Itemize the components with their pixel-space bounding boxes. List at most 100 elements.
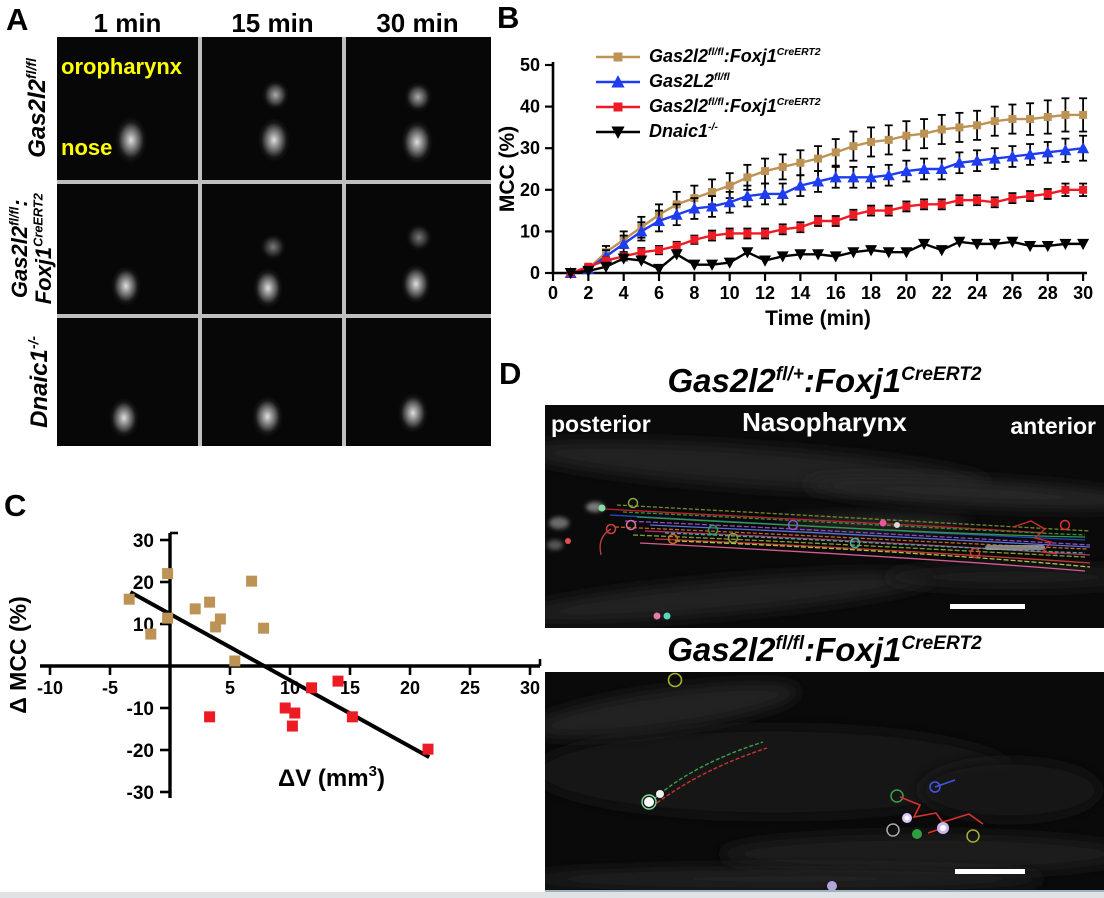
tracer-blob: [252, 396, 283, 437]
svg-text:25: 25: [460, 678, 480, 698]
tracer-blob: [262, 80, 289, 110]
legend-item-0: Gas2l2fl/fl:Foxj1CreERT2: [596, 44, 821, 69]
svg-text:-10: -10: [127, 699, 154, 720]
svg-text:20: 20: [133, 573, 154, 594]
svg-text:5: 5: [225, 678, 235, 698]
panel-d-title-mutant: Gas2l2fl/fl:Foxj1CreERT2: [667, 631, 982, 668]
legend-marker-square-icon: [596, 52, 640, 61]
tracer-blob: [404, 82, 432, 112]
legend-item-3: Dnaic1-/-: [596, 119, 821, 144]
svg-text:50: 50: [520, 55, 540, 75]
tracer-blob: [258, 118, 290, 162]
svg-text:4: 4: [619, 283, 629, 303]
scintigraphy-image-gas2l2foxj1-1min: [57, 184, 198, 314]
panel-d-letter: D: [499, 356, 522, 391]
scatter-series-0: [123, 568, 270, 667]
svg-text:10: 10: [133, 615, 154, 636]
legend-label: Gas2l2fl/fl:Foxj1CreERT2: [649, 46, 821, 66]
svg-text:-30: -30: [127, 783, 154, 804]
panel-a-header-15min: 15 min: [231, 8, 314, 38]
panel-a-row-label-gas2l2-foxj1: Gas2l2fl/fl: Foxj1CreERT2: [6, 193, 56, 305]
legend-label: Gas2L2fl/fl: [649, 71, 730, 91]
svg-text:30: 30: [133, 531, 154, 552]
scintigraphy-image-dnaic1-15min: [202, 318, 342, 446]
svg-text:10: 10: [720, 283, 740, 303]
svg-text:30: 30: [520, 678, 540, 698]
panel-b-letter: B: [497, 0, 520, 35]
tracer-blob: [406, 224, 432, 251]
svg-text:6: 6: [654, 283, 664, 303]
series-3: [564, 236, 1090, 280]
panel-a-header-30min: 30 min: [376, 8, 459, 38]
nasopharynx-tracks-image-mutant: [545, 672, 1104, 890]
legend-label: Gas2l2fl/fl:Foxj1CreERT2: [649, 96, 821, 116]
svg-text:0: 0: [530, 263, 540, 283]
scatter-series-1: [204, 675, 434, 755]
legend-item-2: Gas2l2fl/fl:Foxj1CreERT2: [596, 94, 821, 119]
svg-text:28: 28: [1038, 283, 1058, 303]
legend-item-1: Gas2L2fl/fl: [596, 69, 821, 94]
svg-text:14: 14: [790, 283, 810, 303]
svg-text:15: 15: [340, 678, 360, 698]
svg-text:18: 18: [861, 283, 881, 303]
svg-text:-10: -10: [37, 678, 63, 698]
image-bottom-edge: [545, 890, 1104, 892]
bottom-edge-bar: [0, 892, 1104, 898]
svg-text:ΔV (mm3): ΔV (mm3): [278, 763, 385, 792]
panel-c-letter: C: [4, 488, 27, 523]
svg-text:40: 40: [520, 97, 540, 117]
scintigraphy-image-gas2l2foxj1-15min: [202, 184, 342, 314]
tracer-blob: [115, 117, 147, 163]
scintigraphy-image-gas2l2flfl-30min: [346, 37, 491, 180]
panel-d-title-control: Gas2l2fl/+:Foxj1CreERT2: [667, 362, 982, 399]
svg-text:0: 0: [548, 283, 558, 303]
legend-label: Dnaic1-/-: [649, 121, 718, 141]
tracer-blob: [111, 266, 141, 306]
series-2: [566, 182, 1088, 277]
svg-text:20: 20: [520, 180, 540, 200]
tracer-blob: [260, 234, 286, 260]
cilia-tracks-artwork: [545, 441, 1104, 622]
scintigraphy-image-dnaic1-30min: [346, 318, 491, 446]
posterior-label: posterior: [551, 411, 651, 437]
legend-marker-triangle-down-icon: [596, 126, 640, 139]
svg-text:2: 2: [583, 283, 593, 303]
svg-text:24: 24: [967, 283, 987, 303]
legend-marker-square-icon: [596, 102, 640, 111]
svg-text:26: 26: [1002, 283, 1022, 303]
svg-text:22: 22: [932, 283, 952, 303]
svg-text:10: 10: [520, 221, 540, 241]
svg-text:Time (min): Time (min): [765, 307, 871, 330]
nasopharynx-tracks-image-control: posterior Nasopharynx anterior: [545, 405, 1104, 628]
mcc-chart-legend: Gas2l2fl/fl:Foxj1CreERT2 Gas2L2fl/fl Gas2l…: [596, 44, 821, 144]
legend-marker-triangle-up-icon: [596, 74, 640, 87]
series-1: [564, 134, 1090, 278]
svg-text:-20: -20: [127, 741, 154, 762]
tracer-blob: [401, 264, 431, 304]
nose-label: nose: [61, 135, 113, 160]
tracer-blob: [401, 120, 433, 164]
svg-text:8: 8: [689, 283, 699, 303]
svg-text:20: 20: [896, 283, 916, 303]
tracer-blob: [253, 268, 283, 308]
svg-text:MCC (%): MCC (%): [496, 126, 519, 212]
tracer-blob: [109, 398, 139, 438]
scintigraphy-image-gas2l2flfl-15min: [202, 37, 342, 180]
svg-text:16: 16: [826, 283, 846, 303]
scintigraphy-image-gas2l2foxj1-30min: [346, 184, 491, 314]
panel-a-letter: A: [6, 2, 29, 37]
tracer-blob: [398, 393, 428, 433]
svg-text:12: 12: [755, 283, 775, 303]
panel-a-header-1min: 1 min: [93, 8, 162, 38]
scintigraphy-image-dnaic1-1min: [57, 318, 198, 446]
svg-text:20: 20: [400, 678, 420, 698]
anterior-label: anterior: [1010, 413, 1096, 439]
cilia-tracks-artwork: [545, 672, 1104, 890]
svg-text:30: 30: [520, 138, 540, 158]
scale-bar: [955, 869, 1025, 874]
scintigraphy-image-gas2l2flfl-1min: oropharynx nose: [57, 37, 198, 180]
oropharynx-label: oropharynx: [61, 54, 183, 79]
svg-text:10: 10: [280, 678, 300, 698]
nasopharynx-label: Nasopharynx: [742, 407, 907, 437]
